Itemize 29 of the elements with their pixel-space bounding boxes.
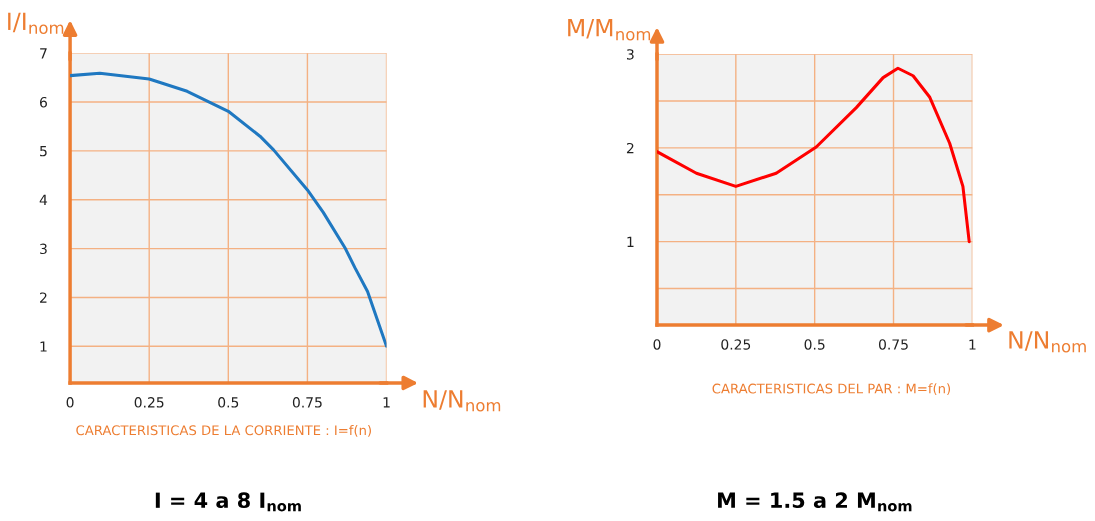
y-tick-label: 6 — [39, 96, 47, 108]
text: CARACTERISTICAS DEL PAR : M=f(n) — [712, 383, 951, 396]
y-tick-label: 5 — [40, 146, 47, 157]
x-axis-title: N/N$_{nom}$ — [1009, 331, 1086, 353]
y-tick-label: 1 — [627, 236, 634, 247]
y-axis-title: I/I$_{nom}$ — [8, 12, 64, 35]
line-series — [657, 66, 971, 244]
x-tick-label: 0.5 — [804, 339, 825, 350]
text: M = 1.5 a 2 M$_{nom}$ — [718, 492, 912, 512]
x-axis-title: N/N$_{nom}$ — [423, 390, 501, 412]
x-tick-label: 0 — [66, 397, 74, 408]
text: I = 4 a 8 I$_{nom}$ — [155, 492, 301, 512]
x-tick-label: 0.75 — [878, 339, 908, 350]
x-tick-label: 0.75 — [292, 397, 322, 408]
y-tick-label: 3 — [627, 49, 634, 60]
y-tick-label: 3 — [40, 243, 47, 255]
line-series — [70, 71, 387, 348]
x-tick-label: 0.25 — [134, 397, 164, 408]
x-tick-label: 1 — [383, 397, 390, 408]
y-tick-label: 2 — [626, 142, 634, 154]
x-tick-label: 0.5 — [218, 397, 239, 408]
y-axis-title: M/M$_{nom}$ — [568, 19, 651, 41]
x-tick-label: 1 — [969, 339, 976, 350]
x-tick-label: 0 — [653, 339, 661, 350]
y-tick-label: 4 — [39, 194, 48, 205]
y-tick-label: 7 — [40, 48, 47, 59]
text: CARACTERISTICAS DE LA CORRIENTE : I=f(n) — [76, 425, 371, 437]
x-tick-label: 0.25 — [721, 339, 751, 350]
y-tick-label: 2 — [40, 292, 47, 303]
